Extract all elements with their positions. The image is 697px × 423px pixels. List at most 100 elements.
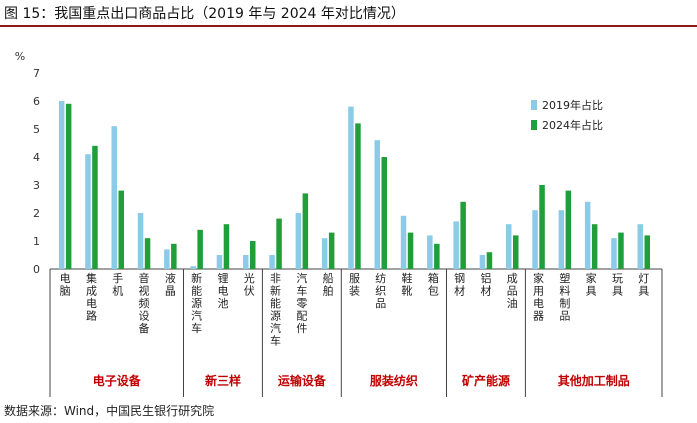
bar-2024 bbox=[144, 238, 151, 269]
y-axis-unit: % bbox=[15, 50, 25, 63]
bar-2019 bbox=[85, 154, 91, 269]
x-category-label: 油 bbox=[507, 296, 518, 310]
legend-swatch bbox=[531, 100, 537, 110]
bar-2019 bbox=[295, 213, 302, 269]
x-category-label: 纺 bbox=[375, 271, 386, 285]
x-category-label: 具 bbox=[638, 285, 649, 298]
x-category-label: 品 bbox=[559, 310, 570, 323]
x-category-label: 池 bbox=[217, 297, 228, 310]
bar-2024 bbox=[460, 201, 466, 269]
y-tick-label: 4 bbox=[33, 151, 40, 164]
group-label: 服装纺织 bbox=[370, 373, 418, 388]
source-note: 数据来源：Wind，中国民生银行研究院 bbox=[4, 404, 215, 418]
x-category-label: 汽 bbox=[191, 309, 202, 323]
bar-2019 bbox=[584, 201, 591, 269]
y-tick-label: 6 bbox=[33, 95, 40, 108]
x-category-label: 光 bbox=[244, 271, 255, 285]
group-label: 电子设备 bbox=[93, 373, 142, 388]
bar-2019 bbox=[453, 221, 459, 269]
x-category-label: 织 bbox=[375, 285, 386, 298]
chart-title: 图 15：我国重点出口商品占比（2019 年与 2024 年对比情况） bbox=[4, 6, 405, 22]
bar-2019 bbox=[427, 235, 433, 269]
bar-2024 bbox=[65, 103, 72, 269]
x-category-label: 非 bbox=[270, 272, 281, 285]
x-category-label: 零 bbox=[296, 297, 307, 310]
x-category-label: 晶 bbox=[165, 285, 176, 298]
bar-2024 bbox=[92, 145, 98, 269]
bar-2024 bbox=[118, 190, 124, 269]
x-category-label: 路 bbox=[86, 310, 97, 323]
bar-2024 bbox=[250, 241, 256, 269]
bar-2024 bbox=[486, 252, 493, 269]
bar-2024 bbox=[355, 123, 361, 270]
x-category-label: 电 bbox=[533, 297, 544, 310]
x-category-label: 设 bbox=[139, 310, 150, 323]
x-category-label: 新 bbox=[191, 271, 202, 285]
x-category-label: 船 bbox=[323, 271, 334, 285]
x-category-label: 集 bbox=[86, 271, 97, 285]
x-category-label: 伏 bbox=[244, 284, 255, 298]
x-category-label: 灯 bbox=[638, 272, 649, 285]
x-category-label: 材 bbox=[480, 284, 491, 298]
x-category-label: 电 bbox=[60, 272, 71, 285]
x-category-label: 用 bbox=[533, 285, 544, 298]
legend-label: 2024年占比 bbox=[542, 118, 603, 132]
bar-2024 bbox=[513, 235, 519, 269]
bar-2019 bbox=[479, 255, 486, 269]
x-category-label: 品 bbox=[507, 285, 518, 298]
x-category-label: 材 bbox=[454, 284, 465, 298]
bar-2019 bbox=[164, 249, 170, 269]
x-category-label: 包 bbox=[428, 285, 439, 298]
x-category-label: 器 bbox=[533, 310, 544, 323]
bar-2024 bbox=[618, 232, 624, 269]
bar-2024 bbox=[591, 224, 598, 269]
x-category-label: 车 bbox=[270, 334, 281, 348]
x-category-label: 电 bbox=[217, 285, 228, 298]
x-category-label: 配 bbox=[296, 310, 307, 323]
x-category-label: 成 bbox=[507, 272, 518, 285]
bar-2019 bbox=[269, 255, 275, 269]
bar-2019 bbox=[137, 213, 144, 269]
legend-label: 2019年占比 bbox=[542, 98, 603, 112]
x-category-label: 能 bbox=[191, 284, 202, 298]
bar-2024 bbox=[539, 185, 545, 269]
x-category-label: 机 bbox=[112, 284, 123, 298]
x-category-label: 服 bbox=[349, 272, 360, 285]
bar-2024 bbox=[644, 235, 650, 269]
group-label: 新三样 bbox=[205, 373, 241, 388]
bar-2024 bbox=[328, 232, 335, 269]
x-category-label: 鞋 bbox=[402, 271, 413, 285]
bar-2019 bbox=[321, 238, 328, 269]
x-category-label: 家 bbox=[586, 271, 597, 285]
title-divider bbox=[0, 25, 697, 27]
x-category-label: 新 bbox=[270, 284, 281, 298]
bar-2019 bbox=[374, 140, 380, 269]
x-category-label: 成 bbox=[86, 285, 97, 298]
x-category-label: 液 bbox=[165, 271, 176, 285]
x-category-label: 源 bbox=[191, 296, 202, 310]
bar-2024 bbox=[381, 157, 387, 269]
x-category-label: 舶 bbox=[323, 285, 334, 298]
bar-2019 bbox=[190, 266, 196, 269]
bar-2019 bbox=[532, 210, 538, 269]
y-tick-label: 5 bbox=[33, 123, 40, 136]
bar-2024 bbox=[565, 190, 572, 269]
x-category-label: 品 bbox=[375, 297, 386, 310]
bar-2024 bbox=[407, 232, 414, 269]
y-tick-label: 0 bbox=[33, 263, 40, 276]
bar-2019 bbox=[111, 126, 117, 269]
x-category-label: 铝 bbox=[480, 271, 491, 285]
x-category-label: 汽 bbox=[270, 321, 281, 335]
x-category-label: 靴 bbox=[402, 284, 413, 298]
x-category-label: 备 bbox=[139, 321, 150, 335]
bar-2019 bbox=[637, 224, 643, 269]
bar-2019 bbox=[348, 106, 354, 269]
bar-2019 bbox=[558, 210, 565, 269]
bar-2019 bbox=[611, 238, 617, 269]
bar-2024 bbox=[434, 243, 440, 269]
x-category-label: 件 bbox=[296, 322, 307, 335]
bar-2019 bbox=[58, 101, 65, 269]
legend-swatch bbox=[531, 120, 537, 130]
x-category-label: 车 bbox=[296, 284, 307, 298]
x-category-label: 源 bbox=[270, 309, 281, 323]
